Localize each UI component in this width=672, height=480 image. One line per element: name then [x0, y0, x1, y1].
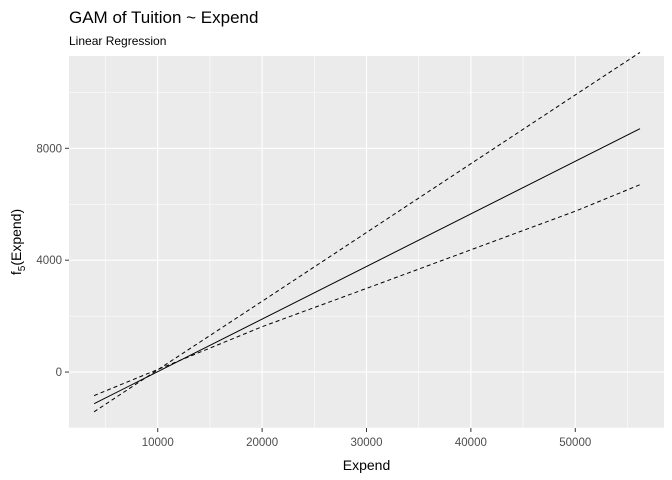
x-tick-label: 40000	[455, 437, 487, 449]
y-tick-label: 8000	[36, 143, 62, 155]
y-axis: 0 4000 8000	[36, 143, 69, 379]
confidence-band-line-1	[93, 51, 641, 413]
y-axis-title: f5(Expend)	[8, 209, 28, 275]
x-tick-label: 10000	[142, 437, 174, 449]
chart-title: GAM of Tuition ~ Expend	[69, 8, 258, 27]
y-tick-label: 4000	[36, 255, 62, 267]
y-axis-title-subscript: 5	[17, 265, 28, 271]
chart-subtitle: Linear Regression	[69, 34, 166, 48]
y-tick-label: 0	[56, 367, 62, 379]
x-axis: 10000 20000 30000 40000 50000	[142, 428, 591, 449]
series-layer	[93, 51, 641, 413]
x-tick-label: 30000	[351, 437, 383, 449]
x-tick-label: 20000	[246, 437, 278, 449]
x-tick-label: 50000	[559, 437, 591, 449]
major-grid	[69, 56, 664, 428]
y-axis-title-base: f	[8, 271, 24, 275]
y-axis-title-rest: (Expend)	[8, 209, 24, 266]
x-axis-title: Expend	[343, 457, 390, 473]
